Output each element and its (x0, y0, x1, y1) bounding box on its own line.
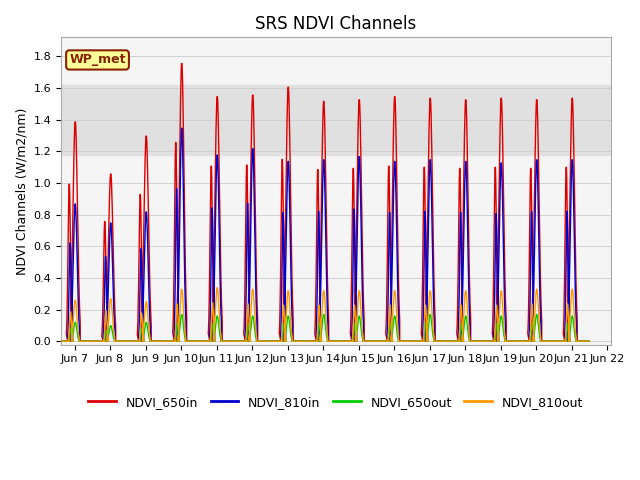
NDVI_810in (579, 338, 587, 344)
NDVI_810in (164, 338, 172, 344)
Legend: NDVI_650in, NDVI_810in, NDVI_650out, NDVI_810out: NDVI_650in, NDVI_810in, NDVI_650out, NDV… (83, 391, 588, 414)
NDVI_810out (461, 291, 469, 297)
NDVI_650in (428, 146, 436, 152)
NDVI_810out (537, 334, 545, 340)
NDVI_650out (461, 315, 469, 321)
NDVI_650in (178, 60, 186, 66)
NDVI_650in (461, 113, 468, 119)
NDVI_650in (164, 338, 172, 344)
Line: NDVI_650in: NDVI_650in (57, 63, 589, 341)
NDVI_650out (285, 314, 292, 320)
NDVI_810in (428, 195, 435, 201)
Line: NDVI_810out: NDVI_810out (57, 288, 589, 341)
NDVI_650out (585, 338, 593, 344)
NDVI_650out (178, 312, 186, 317)
NDVI_650in (585, 338, 593, 344)
Bar (61, 85, 611, 155)
NDVI_810in (461, 171, 469, 177)
NDVI_650in (285, 90, 292, 96)
NDVI_650out (536, 336, 544, 342)
NDVI_810in (585, 338, 593, 344)
Line: NDVI_810in: NDVI_810in (57, 128, 589, 341)
NDVI_650in (53, 338, 61, 344)
NDVI_650out (579, 338, 587, 344)
NDVI_810out (164, 338, 172, 344)
Y-axis label: NDVI Channels (W/m2/nm): NDVI Channels (W/m2/nm) (15, 107, 28, 275)
NDVI_810in (53, 338, 61, 344)
NDVI_810out (53, 338, 61, 344)
NDVI_650out (53, 338, 61, 344)
NDVI_650in (580, 338, 588, 344)
NDVI_650out (428, 317, 435, 323)
Line: NDVI_650out: NDVI_650out (57, 314, 589, 341)
NDVI_650out (164, 338, 172, 344)
NDVI_810out (428, 299, 435, 304)
NDVI_810out (213, 285, 221, 290)
NDVI_810out (285, 289, 292, 295)
Text: WP_met: WP_met (69, 53, 126, 66)
Title: SRS NDVI Channels: SRS NDVI Channels (255, 15, 417, 33)
NDVI_810out (579, 338, 587, 344)
NDVI_650in (538, 318, 545, 324)
NDVI_810in (178, 125, 186, 131)
NDVI_810in (537, 323, 545, 329)
NDVI_810out (585, 338, 593, 344)
NDVI_810in (285, 163, 292, 168)
